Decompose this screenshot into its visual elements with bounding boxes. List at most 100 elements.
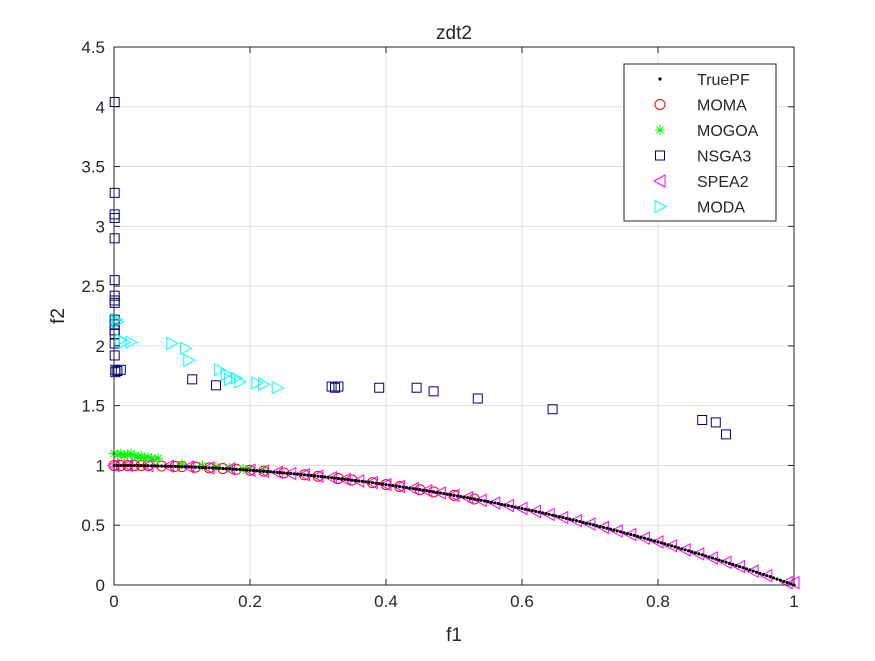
spea2-point bbox=[582, 517, 596, 531]
spea2-point bbox=[297, 467, 310, 482]
nsga3-point bbox=[112, 365, 123, 376]
truepf-point bbox=[180, 465, 184, 469]
x-tick-label: 0.6 bbox=[510, 592, 534, 611]
nsga3-point bbox=[547, 404, 558, 415]
truepf-point bbox=[347, 478, 351, 482]
spea2-point bbox=[338, 472, 351, 487]
truepf-point bbox=[306, 473, 310, 477]
spea2-point bbox=[691, 547, 705, 561]
truepf-point bbox=[221, 466, 225, 471]
mogoa-point bbox=[122, 449, 133, 460]
spea2-point bbox=[351, 474, 365, 488]
truepf-point bbox=[190, 465, 194, 469]
truepf-point bbox=[707, 555, 711, 559]
truepf-point bbox=[214, 466, 218, 470]
spea2-point bbox=[637, 531, 650, 545]
truepf-point bbox=[761, 572, 766, 577]
moma-point bbox=[428, 486, 440, 498]
y-tick-label: 1.5 bbox=[81, 397, 105, 416]
truepf-point bbox=[544, 512, 548, 516]
series-layer bbox=[106, 96, 800, 590]
spea2-point bbox=[378, 477, 392, 492]
truepf-point bbox=[309, 473, 313, 478]
nsga3-point bbox=[109, 275, 120, 286]
moda-point bbox=[111, 315, 125, 329]
truepf-point bbox=[255, 469, 259, 473]
nsga3-point bbox=[109, 328, 120, 339]
truepf-point bbox=[571, 518, 575, 522]
y-tick-label: 4.5 bbox=[81, 38, 105, 57]
spea2-point bbox=[474, 493, 487, 508]
spea2-point bbox=[664, 538, 678, 553]
legend-item-moma: MOMA bbox=[654, 98, 747, 115]
truepf-point bbox=[479, 498, 483, 502]
truepf-point bbox=[282, 471, 286, 475]
truepf-point bbox=[279, 471, 283, 475]
truepf-point bbox=[146, 464, 150, 468]
series-spea2 bbox=[106, 458, 800, 590]
truepf-point bbox=[540, 511, 545, 515]
series-truepf bbox=[112, 463, 796, 587]
truepf-point bbox=[697, 552, 701, 556]
moda-point bbox=[125, 335, 139, 350]
truepf-point bbox=[231, 467, 235, 471]
truepf-point bbox=[183, 465, 187, 469]
truepf-point bbox=[262, 469, 266, 473]
truepf-point bbox=[486, 500, 490, 504]
legend-marker bbox=[655, 125, 665, 135]
truepf-point bbox=[428, 489, 432, 493]
mogoa-point bbox=[143, 452, 153, 463]
truepf-point bbox=[350, 478, 354, 482]
mogoa-point bbox=[115, 448, 126, 459]
truepf-point bbox=[296, 472, 300, 476]
truepf-point bbox=[200, 465, 204, 470]
truepf-point bbox=[251, 468, 255, 473]
truepf-point bbox=[360, 479, 364, 483]
truepf-point bbox=[513, 505, 517, 509]
spea2-point bbox=[705, 551, 718, 565]
truepf-point bbox=[666, 543, 670, 547]
truepf-point bbox=[639, 535, 643, 539]
truepf-point bbox=[588, 522, 592, 526]
legend-item-truepf: TruePF bbox=[658, 72, 750, 89]
truepf-point bbox=[636, 534, 640, 538]
series-moda bbox=[110, 312, 285, 395]
moda-point bbox=[234, 374, 247, 389]
moda-point bbox=[224, 372, 237, 387]
truepf-point bbox=[153, 464, 157, 468]
truepf-point bbox=[418, 488, 422, 492]
truepf-point bbox=[404, 485, 408, 490]
nsga3-point bbox=[710, 417, 721, 428]
truepf-point bbox=[731, 562, 735, 567]
truepf-point bbox=[129, 463, 133, 468]
truepf-point bbox=[598, 524, 602, 529]
truepf-point bbox=[622, 531, 626, 535]
spea2-point bbox=[596, 520, 610, 535]
truepf-point bbox=[370, 481, 374, 485]
truepf-point bbox=[143, 464, 147, 468]
spea2-point bbox=[610, 524, 623, 538]
moda-point bbox=[213, 362, 227, 377]
truepf-point bbox=[537, 510, 541, 514]
truepf-point bbox=[241, 468, 245, 472]
truepf-point bbox=[466, 496, 470, 500]
moda-point bbox=[220, 367, 234, 382]
truepf-point bbox=[452, 493, 456, 497]
x-tick-label: 1 bbox=[789, 592, 798, 611]
legend-label: MOMA bbox=[697, 98, 747, 115]
legend-box bbox=[623, 63, 777, 222]
spea2-point bbox=[678, 543, 691, 557]
truepf-point bbox=[510, 504, 514, 508]
nsga3-point bbox=[330, 382, 340, 393]
mogoa-point bbox=[197, 460, 208, 471]
moma-point bbox=[332, 472, 344, 484]
truepf-point bbox=[302, 473, 306, 477]
truepf-point bbox=[700, 553, 704, 557]
nsga3-point bbox=[333, 381, 344, 392]
truepf-point bbox=[506, 504, 510, 508]
truepf-point bbox=[704, 554, 708, 558]
truepf-point bbox=[177, 464, 181, 469]
truepf-point bbox=[517, 506, 521, 510]
truepf-point bbox=[343, 477, 347, 481]
spea2-point bbox=[310, 469, 324, 484]
